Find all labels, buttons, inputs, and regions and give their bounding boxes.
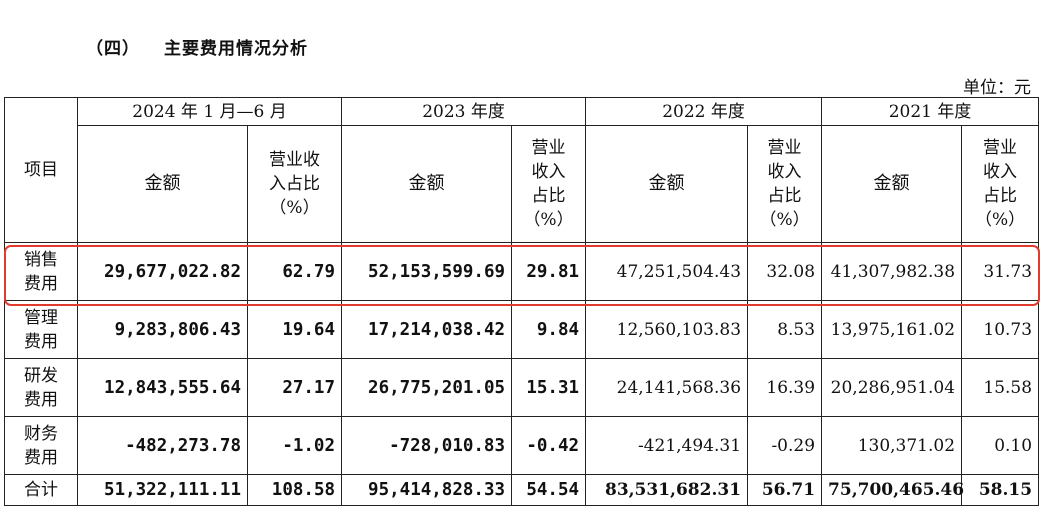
ratio-cell: -1.02	[246, 416, 343, 475]
unit-label: 单位：元	[963, 78, 1031, 98]
ratio-cell: 10.73	[961, 300, 1040, 359]
amount-header: 金额	[821, 125, 963, 243]
ratio-cell: 108.58	[246, 474, 343, 506]
period-header-row: 项目 2024 年 1 月—6 月 2023 年度 2022 年度 2021 年…	[4, 97, 1040, 243]
ratio-cell: 62.79	[246, 242, 343, 301]
amount-header: 金额	[585, 125, 749, 243]
ratio-cell: 58.15	[961, 474, 1040, 506]
amount-header: 金额	[77, 125, 248, 243]
ratio-cell: 19.64	[246, 300, 343, 359]
amount-cell: 83,531,682.31	[585, 474, 749, 506]
amount-cell: 17,214,038.42	[341, 300, 513, 359]
ratio-header: 营业收入占比（%）	[747, 125, 823, 243]
amount-cell: 20,286,951.04	[821, 358, 963, 417]
ratio-header: 营业收入占比（%）	[511, 125, 587, 243]
amount-cell: 75,700,465.46	[821, 474, 964, 506]
ratio-cell: 56.71	[747, 474, 823, 506]
row-label: 管理 费用	[4, 300, 78, 359]
amount-cell: 26,775,201.05	[341, 358, 513, 417]
ratio-cell: 29.81	[511, 242, 587, 301]
table-row: 管理 费用 9,283,806.43 19.64 17,214,038.42 9.84 12…	[4, 300, 1040, 359]
table-row: 销售 费用 29,677,022.82 62.79 52,153,599.69 29.81…	[4, 242, 1040, 301]
amount-cell: 130,371.02	[821, 416, 963, 475]
ratio-cell: -0.42	[511, 416, 587, 475]
total-row: 合计 51,322,111.11 108.58 95,414,828.33 54.54 8…	[4, 474, 1040, 506]
period-header: 2023 年度	[341, 97, 587, 126]
period-header: 2021 年度	[821, 97, 1040, 126]
amount-cell: -482,273.78	[77, 416, 248, 475]
row-label: 合计	[4, 474, 78, 506]
amount-cell: 9,283,806.43	[77, 300, 248, 359]
amount-cell: 95,414,828.33	[341, 474, 513, 506]
row-label: 销售 费用	[4, 242, 78, 301]
section-heading: （四） 主要费用情况分析	[86, 34, 308, 59]
amount-cell: 52,153,599.69	[341, 242, 513, 301]
amount-cell: 24,141,568.36	[585, 358, 749, 417]
amount-cell: 29,677,022.82	[77, 242, 248, 301]
ratio-cell: 0.10	[961, 416, 1040, 475]
item-header: 项目	[4, 97, 78, 243]
period-header: 2024 年 1 月—6 月	[76, 97, 343, 126]
expense-table: 项目 2024 年 1 月—6 月 2023 年度 2022 年度 2021 年…	[4, 97, 1040, 506]
amount-cell: 12,843,555.64	[77, 358, 248, 417]
ratio-header: 营业收入占比（%）	[246, 125, 343, 243]
column-header-row: 金额 营业收 入占比 （%） 金额 营业 收入 占比 （%） 金额 营业 收入 占比 （%） 金…	[5, 125, 1040, 243]
amount-cell: 41,307,982.38	[821, 242, 963, 301]
row-label: 财务 费用	[4, 416, 78, 475]
amount-cell: 12,560,103.83	[585, 300, 749, 359]
ratio-cell: 32.08	[747, 242, 823, 301]
row-label: 研发 费用	[4, 358, 78, 417]
ratio-cell: -0.29	[747, 416, 823, 475]
ratio-cell: 15.58	[961, 358, 1040, 417]
amount-cell: -421,494.31	[585, 416, 749, 475]
amount-cell: 51,322,111.11	[77, 474, 248, 506]
ratio-cell: 8.53	[747, 300, 823, 359]
ratio-cell: 15.31	[511, 358, 587, 417]
amount-header: 金额	[341, 125, 513, 243]
amount-cell: 13,975,161.02	[821, 300, 963, 359]
table-row: 研发 费用 12,843,555.64 27.17 26,775,201.05 15.31…	[4, 358, 1040, 417]
ratio-cell: 31.73	[961, 242, 1040, 301]
section-number: （四）	[86, 39, 140, 59]
section-title: 主要费用情况分析	[164, 39, 308, 59]
amount-cell: -728,010.83	[341, 416, 513, 475]
ratio-cell: 54.54	[511, 474, 587, 506]
period-header: 2022 年度	[585, 97, 823, 126]
table-row: 财务 费用 -482,273.78 -1.02 -728,010.83 -0.42 -421…	[4, 416, 1040, 475]
ratio-header: 营业收入占比（%）	[961, 125, 1040, 243]
amount-cell: 47,251,504.43	[585, 242, 749, 301]
ratio-cell: 9.84	[511, 300, 587, 359]
ratio-cell: 16.39	[747, 358, 823, 417]
ratio-cell: 27.17	[246, 358, 343, 417]
